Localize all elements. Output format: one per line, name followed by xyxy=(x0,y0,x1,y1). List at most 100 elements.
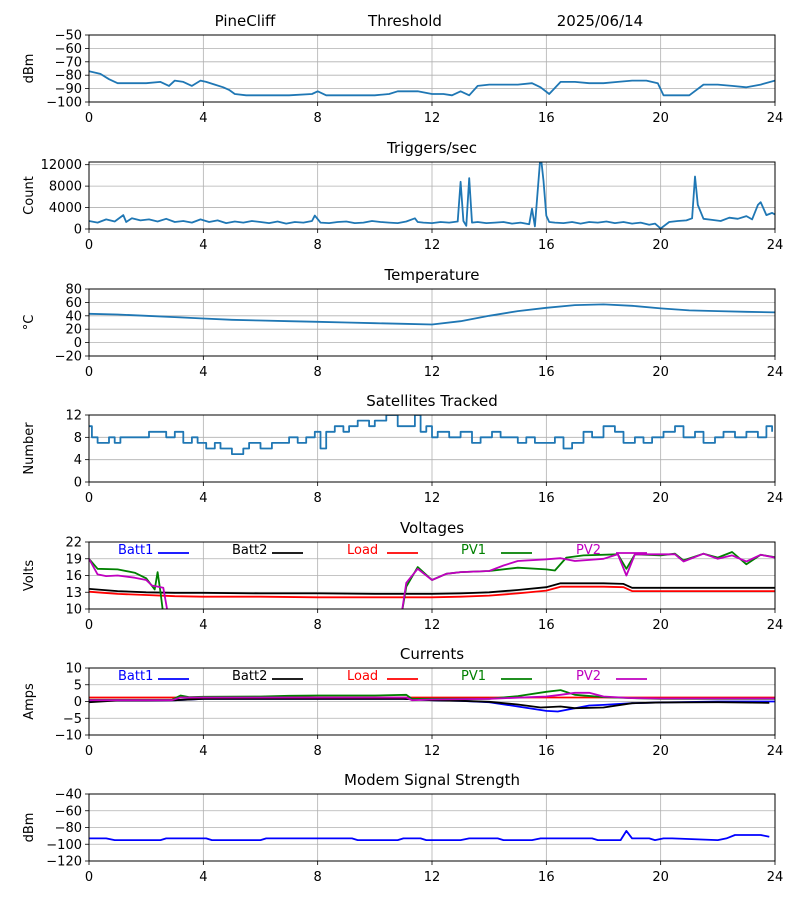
y-tick-label: 5 xyxy=(74,678,82,693)
y-tick-label: −60 xyxy=(55,804,82,819)
x-tick-label: 4 xyxy=(199,238,207,253)
x-tick-label: 20 xyxy=(652,744,669,759)
y-tick-label: −60 xyxy=(55,42,82,57)
series-line xyxy=(89,303,775,326)
panel-title: Voltages xyxy=(400,519,464,537)
panel-title: Triggers/sec xyxy=(386,139,477,157)
y-tick-label: 80 xyxy=(65,283,82,298)
x-tick-label: 12 xyxy=(424,870,441,885)
series-group xyxy=(89,162,775,229)
x-tick-label: 0 xyxy=(85,238,93,253)
x-tick-label: 24 xyxy=(767,618,784,633)
series-line-batt2 xyxy=(89,697,770,710)
x-tick-label: 12 xyxy=(424,744,441,759)
y-tick-label: 10 xyxy=(65,603,82,618)
y-tick-label: 8 xyxy=(74,431,82,446)
x-tick-label: 20 xyxy=(652,111,669,126)
x-tick-label: 8 xyxy=(314,238,322,253)
x-tick-label: 16 xyxy=(538,870,555,885)
legend-label-load: Load xyxy=(347,669,378,684)
site-name: PineCliff xyxy=(215,12,276,30)
series-group xyxy=(89,415,773,455)
x-tick-label: 24 xyxy=(767,111,784,126)
x-tick-label: 0 xyxy=(85,618,93,633)
y-tick-label: −40 xyxy=(55,788,82,803)
panel-title: Temperature xyxy=(383,266,479,284)
x-tick-label: 16 xyxy=(538,618,555,633)
x-tick-label: 24 xyxy=(767,870,784,885)
y-tick-label: 13 xyxy=(65,586,82,601)
x-tick-label: 12 xyxy=(424,238,441,253)
y-tick-label: −120 xyxy=(46,855,82,870)
x-tick-label: 0 xyxy=(85,870,93,885)
y-tick-label: 22 xyxy=(65,536,82,551)
x-tick-label: 16 xyxy=(538,238,555,253)
x-tick-label: 8 xyxy=(314,870,322,885)
chart-panel-5: Currents Amps Batt1 Batt2 Load PV1 PV2 0 4 8 12 16 2… xyxy=(22,645,783,759)
series-group xyxy=(89,551,775,609)
series-line xyxy=(89,415,773,455)
y-tick-label: 0 xyxy=(74,476,82,491)
x-tick-label: 0 xyxy=(85,491,93,506)
x-tick-label: 4 xyxy=(199,618,207,633)
y-tick-label: 12 xyxy=(65,409,82,424)
y-tick-label: 0 xyxy=(74,223,82,238)
x-tick-label: 8 xyxy=(314,618,322,633)
y-tick-label: −80 xyxy=(55,69,82,84)
y-tick-label: −5 xyxy=(63,712,82,727)
legend-label-pv1: PV1 xyxy=(461,669,486,684)
legend-label-pv1: PV1 xyxy=(461,543,486,558)
x-tick-label: 4 xyxy=(199,111,207,126)
series-line xyxy=(89,162,775,229)
y-axis-label: Number xyxy=(22,422,37,475)
mode-label: Threshold xyxy=(367,12,442,30)
x-tick-label: 24 xyxy=(767,491,784,506)
y-tick-label: −70 xyxy=(55,55,82,70)
y-tick-label: 8000 xyxy=(49,180,82,195)
y-tick-label: −90 xyxy=(55,82,82,97)
x-tick-label: 8 xyxy=(314,744,322,759)
x-tick-label: 24 xyxy=(767,238,784,253)
y-tick-label: 20 xyxy=(65,323,82,338)
x-tick-label: 20 xyxy=(652,238,669,253)
x-tick-label: 4 xyxy=(199,491,207,506)
panel-title: Currents xyxy=(400,645,464,663)
x-tick-label: 4 xyxy=(199,365,207,380)
legend-label-batt1: Batt1 xyxy=(118,669,153,684)
y-tick-label: −100 xyxy=(46,96,82,111)
chart-panel-3: Satellites Tracked Number 0 4 8 12 16 20 24 0 4 8 12 xyxy=(22,392,783,506)
x-tick-label: 20 xyxy=(652,870,669,885)
x-tick-label: 20 xyxy=(652,491,669,506)
x-tick-label: 8 xyxy=(314,111,322,126)
legend-label-pv2: PV2 xyxy=(576,669,601,684)
legend-label-pv2: PV2 xyxy=(576,543,601,558)
y-axis-label: Count xyxy=(22,176,37,215)
x-tick-label: 20 xyxy=(652,618,669,633)
y-tick-label: 4000 xyxy=(49,201,82,216)
x-tick-label: 24 xyxy=(767,365,784,380)
legend-label-batt2: Batt2 xyxy=(232,543,267,558)
y-tick-label: −80 xyxy=(55,821,82,836)
x-tick-label: 4 xyxy=(199,744,207,759)
x-tick-label: 12 xyxy=(424,491,441,506)
x-tick-label: 12 xyxy=(424,618,441,633)
y-axis-label: Volts xyxy=(22,560,37,592)
series-line xyxy=(89,70,775,97)
x-tick-label: 20 xyxy=(652,365,669,380)
series-line-pv2 xyxy=(89,552,775,609)
series-group xyxy=(89,830,770,841)
date-label: 2025/06/14 xyxy=(557,12,643,30)
series-group xyxy=(89,689,775,713)
y-tick-label: 0 xyxy=(74,695,82,710)
y-tick-label: 16 xyxy=(65,569,82,584)
legend-label-batt2: Batt2 xyxy=(232,669,267,684)
x-tick-label: 16 xyxy=(538,744,555,759)
x-tick-label: 0 xyxy=(85,111,93,126)
series-line xyxy=(89,830,770,841)
chart-panel-4: Voltages Volts Batt1 Batt2 Load PV1 PV2 0 4 8 12 16… xyxy=(22,519,783,633)
panel-title: Modem Signal Strength xyxy=(344,771,520,789)
y-axis-label: dBm xyxy=(22,813,37,843)
